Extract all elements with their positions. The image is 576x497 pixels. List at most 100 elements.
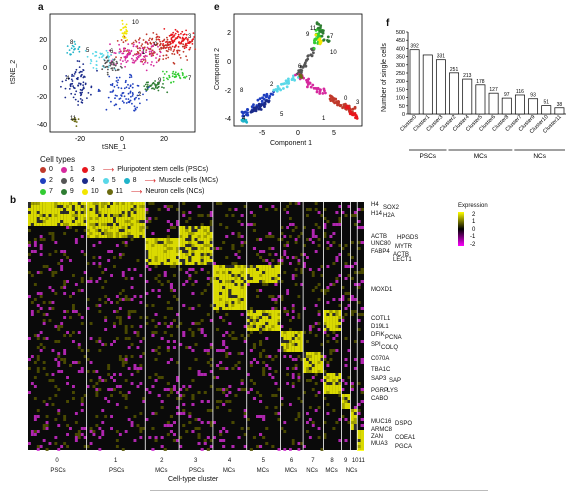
trajectory-point [304,64,308,68]
heatmap-cell [160,250,164,253]
arrow-icon: ⟶ [130,187,143,196]
heatmap-cell [317,427,321,430]
heatmap-cell [113,217,116,220]
tsne-point [131,86,134,89]
tsne-point [77,48,80,51]
heatmap-cell [83,217,87,220]
heatmap-cell [259,316,263,319]
tsne-point [95,51,98,54]
heatmap-cell [237,250,241,253]
heatmap-cell [145,253,149,256]
heatmap-cell [252,268,256,271]
heatmap-cell [86,223,90,226]
heatmap-cell [297,313,301,316]
heatmap-cell [323,436,327,439]
trajectory-point [253,108,257,112]
heatmap-cell [243,280,247,283]
heatmap-cell [246,271,250,274]
heatmap-cell [252,319,256,322]
heatmap-cell [317,211,321,214]
heatmap-cell [101,214,105,217]
heatmap-cell [357,271,361,274]
heatmap-cell [317,322,321,325]
heatmap-cell [246,334,250,337]
trajectory-point [355,117,359,120]
heatmap-cell [42,361,46,364]
tsne-point [161,86,163,89]
tsne-point [139,49,141,52]
cell-types-legend: Cell types 0 1 3 ⟶ Pluripotent stem cells (P… [40,155,240,197]
tsne-point [139,54,142,57]
heatmap-cell [206,238,210,241]
heatmap-cell [212,307,216,310]
heatmap-cell [110,415,113,418]
heatmap-cell [222,298,226,301]
heatmap-cell [101,433,105,436]
heatmap-cell [311,367,315,370]
heatmap-cell [98,202,102,205]
heatmap-cell [51,307,55,310]
heatmap-cell [225,286,229,289]
heatmap-cell [323,331,327,334]
heatmap-cell [297,343,301,346]
heatmap-cell [228,289,232,292]
heatmap-cell [291,340,295,343]
heatmap-cell [172,244,176,247]
heatmap-cell [222,286,226,289]
heatmap-cell [139,427,143,430]
heatmap-cell [154,436,158,439]
heatmap-cell [203,373,207,376]
heatmap-cell [323,316,327,319]
heatmap-cell [289,331,292,334]
heatmap-cell [45,448,49,451]
heatmap-cell [277,328,281,331]
heatmap-cell [234,289,238,292]
tsne-point [99,90,101,92]
heatmap-cell [66,310,69,313]
bar [528,98,539,115]
heatmap-cell [311,232,315,235]
trajectory-point [318,92,322,95]
heatmap-cell [118,391,122,394]
heatmap-cell [320,355,324,358]
heatmap-cell [80,409,84,412]
heatmap-cell [360,418,364,421]
heatmap-cell [182,229,186,232]
heatmap-cell [124,397,128,400]
heatmap-cell [166,394,170,397]
tsne-point [174,73,177,76]
heatmap-cell [54,241,58,244]
heatmap-cell [314,394,318,397]
tsne-point [162,47,165,50]
heatmap-cell [212,295,216,298]
heatmap-cell [98,436,102,439]
tsne-point [142,63,145,66]
gene-label: MUC16 [371,419,392,425]
heatmap-cell [308,436,312,439]
heatmap-cell [240,244,244,247]
heatmap-cell [42,337,46,340]
trajectory-point [246,111,249,115]
heatmap-cell [320,214,324,217]
heatmap-cell [286,289,289,292]
heatmap-cell [191,394,195,397]
heatmap-cell [104,280,108,283]
heatmap-cell [54,205,58,208]
heatmap-cell [36,358,40,361]
heatmap-cell [151,289,155,292]
heatmap-cell [225,256,229,259]
tsne-point [141,43,144,45]
heatmap-cell [297,412,301,415]
heatmap-cell [166,205,170,208]
tsne-point [148,39,150,42]
heatmap-cell [115,202,119,205]
heatmap-cell [283,331,287,334]
heatmap-cell [262,349,266,352]
tsne-point [132,54,135,57]
heatmap-cell [124,361,128,364]
heatmap-cell [176,439,180,442]
heatmap-cell [191,226,195,229]
heatmap-cell [329,382,333,385]
heatmap-cell [271,322,275,325]
